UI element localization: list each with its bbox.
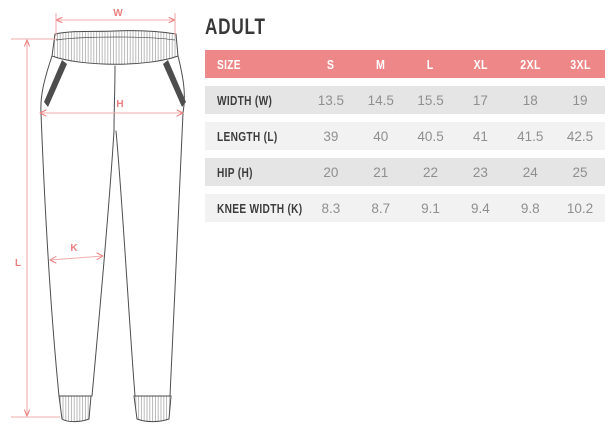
value-cell: 9.4 bbox=[471, 200, 490, 216]
row-label: WIDTH (W) bbox=[217, 92, 273, 108]
header-col-l: L bbox=[427, 56, 434, 72]
value-cell: 10.2 bbox=[566, 200, 594, 216]
value-cell: 8.7 bbox=[371, 200, 391, 216]
k-label: K bbox=[70, 243, 78, 254]
waistband bbox=[51, 30, 179, 65]
value-cell: 13.5 bbox=[317, 92, 345, 108]
value-cell: 25 bbox=[572, 164, 588, 180]
left-pocket bbox=[44, 60, 67, 107]
header-col-m: M bbox=[376, 56, 386, 72]
value-cell: 21 bbox=[373, 164, 389, 180]
table-row-knee-width: KNEE WIDTH (K) 8.3 8.7 9.1 9.4 9.8 10.2 bbox=[205, 194, 605, 222]
right-pocket bbox=[163, 60, 186, 107]
measure-knee: K bbox=[49, 243, 104, 264]
value-cell: 18 bbox=[522, 92, 538, 108]
value-cell: 41.5 bbox=[517, 128, 544, 144]
w-label: W bbox=[113, 8, 123, 19]
measure-width: W bbox=[55, 8, 176, 36]
page-title-text: ADULT bbox=[205, 14, 266, 39]
header-size-cell: SIZE bbox=[217, 56, 241, 72]
h-label: H bbox=[116, 99, 123, 110]
value-cell: 17 bbox=[472, 92, 488, 108]
size-table: SIZE S M L XL 2XL 3XL WIDTH (W) 13.5 14.… bbox=[205, 50, 605, 222]
value-cell: 40.5 bbox=[417, 128, 444, 144]
value-cell: 20 bbox=[323, 164, 339, 180]
table-row-length: LENGTH (L) 39 40 40.5 41 41.5 42.5 bbox=[205, 122, 605, 150]
value-cell: 9.8 bbox=[520, 200, 540, 216]
value-cell: 8.3 bbox=[321, 200, 341, 216]
value-cell: 41 bbox=[472, 128, 488, 144]
value-cell: 14.5 bbox=[367, 92, 394, 108]
l-label: L bbox=[15, 258, 21, 269]
value-cell: 23 bbox=[472, 164, 488, 180]
table-row-width: WIDTH (W) 13.5 14.5 15.5 17 18 19 bbox=[205, 86, 605, 114]
value-cell: 22 bbox=[423, 164, 439, 180]
pants-diagram: W L H K bbox=[11, 8, 186, 423]
header-col-2xl: 2XL bbox=[519, 56, 541, 72]
value-cell: 9.1 bbox=[421, 200, 440, 216]
value-cell: 40 bbox=[373, 128, 389, 144]
row-label: HIP (H) bbox=[217, 164, 253, 180]
pants-outline bbox=[40, 55, 186, 397]
page-title: ADULT bbox=[205, 14, 283, 40]
header-col-s: S bbox=[327, 56, 335, 72]
value-cell: 15.5 bbox=[417, 92, 444, 108]
value-cell: 24 bbox=[522, 164, 538, 180]
row-label: KNEE WIDTH (K) bbox=[217, 200, 303, 216]
value-cell: 19 bbox=[572, 92, 588, 108]
measure-length: L bbox=[11, 38, 60, 418]
header-col-3xl: 3XL bbox=[569, 56, 591, 72]
row-label: LENGTH (L) bbox=[217, 128, 278, 144]
header-col-xl: XL bbox=[473, 56, 488, 72]
value-cell: 39 bbox=[323, 128, 339, 144]
table-row-hip: HIP (H) 20 21 22 23 24 25 bbox=[205, 158, 605, 186]
ankle-cuffs bbox=[58, 395, 172, 423]
table-header-row: SIZE S M L XL 2XL 3XL bbox=[205, 50, 605, 78]
measure-hip: H bbox=[39, 99, 184, 117]
value-cell: 42.5 bbox=[566, 128, 594, 144]
